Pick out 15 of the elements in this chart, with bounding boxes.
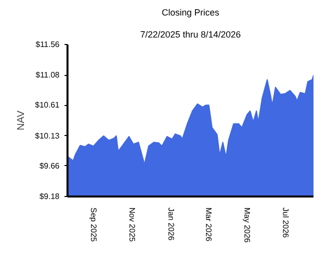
x-tick-label: Nov 2025 bbox=[128, 208, 137, 242]
x-tick-label: Sep 2025 bbox=[88, 208, 98, 242]
y-tick-label: $9.66 bbox=[39, 161, 60, 170]
chart-subtitle: 7/22/2025 thru 8/14/2026 bbox=[140, 30, 241, 40]
x-tick-label: Jan 2026 bbox=[166, 208, 176, 241]
x-tick-label: Jul 2026 bbox=[281, 208, 290, 238]
x-tick-label: May 2026 bbox=[242, 208, 252, 244]
y-tick-label: $11.08 bbox=[36, 70, 60, 80]
y-tick-label: $11.56 bbox=[36, 40, 60, 49]
y-tick-label: $9.18 bbox=[39, 192, 60, 201]
y-tick-label: $10.13 bbox=[35, 131, 60, 140]
y-axis-title: NAV bbox=[16, 110, 28, 130]
y-tick-label: $10.61 bbox=[35, 100, 60, 110]
x-tick-label: Mar 2026 bbox=[204, 208, 213, 242]
chart-title: Closing Prices bbox=[162, 8, 220, 18]
